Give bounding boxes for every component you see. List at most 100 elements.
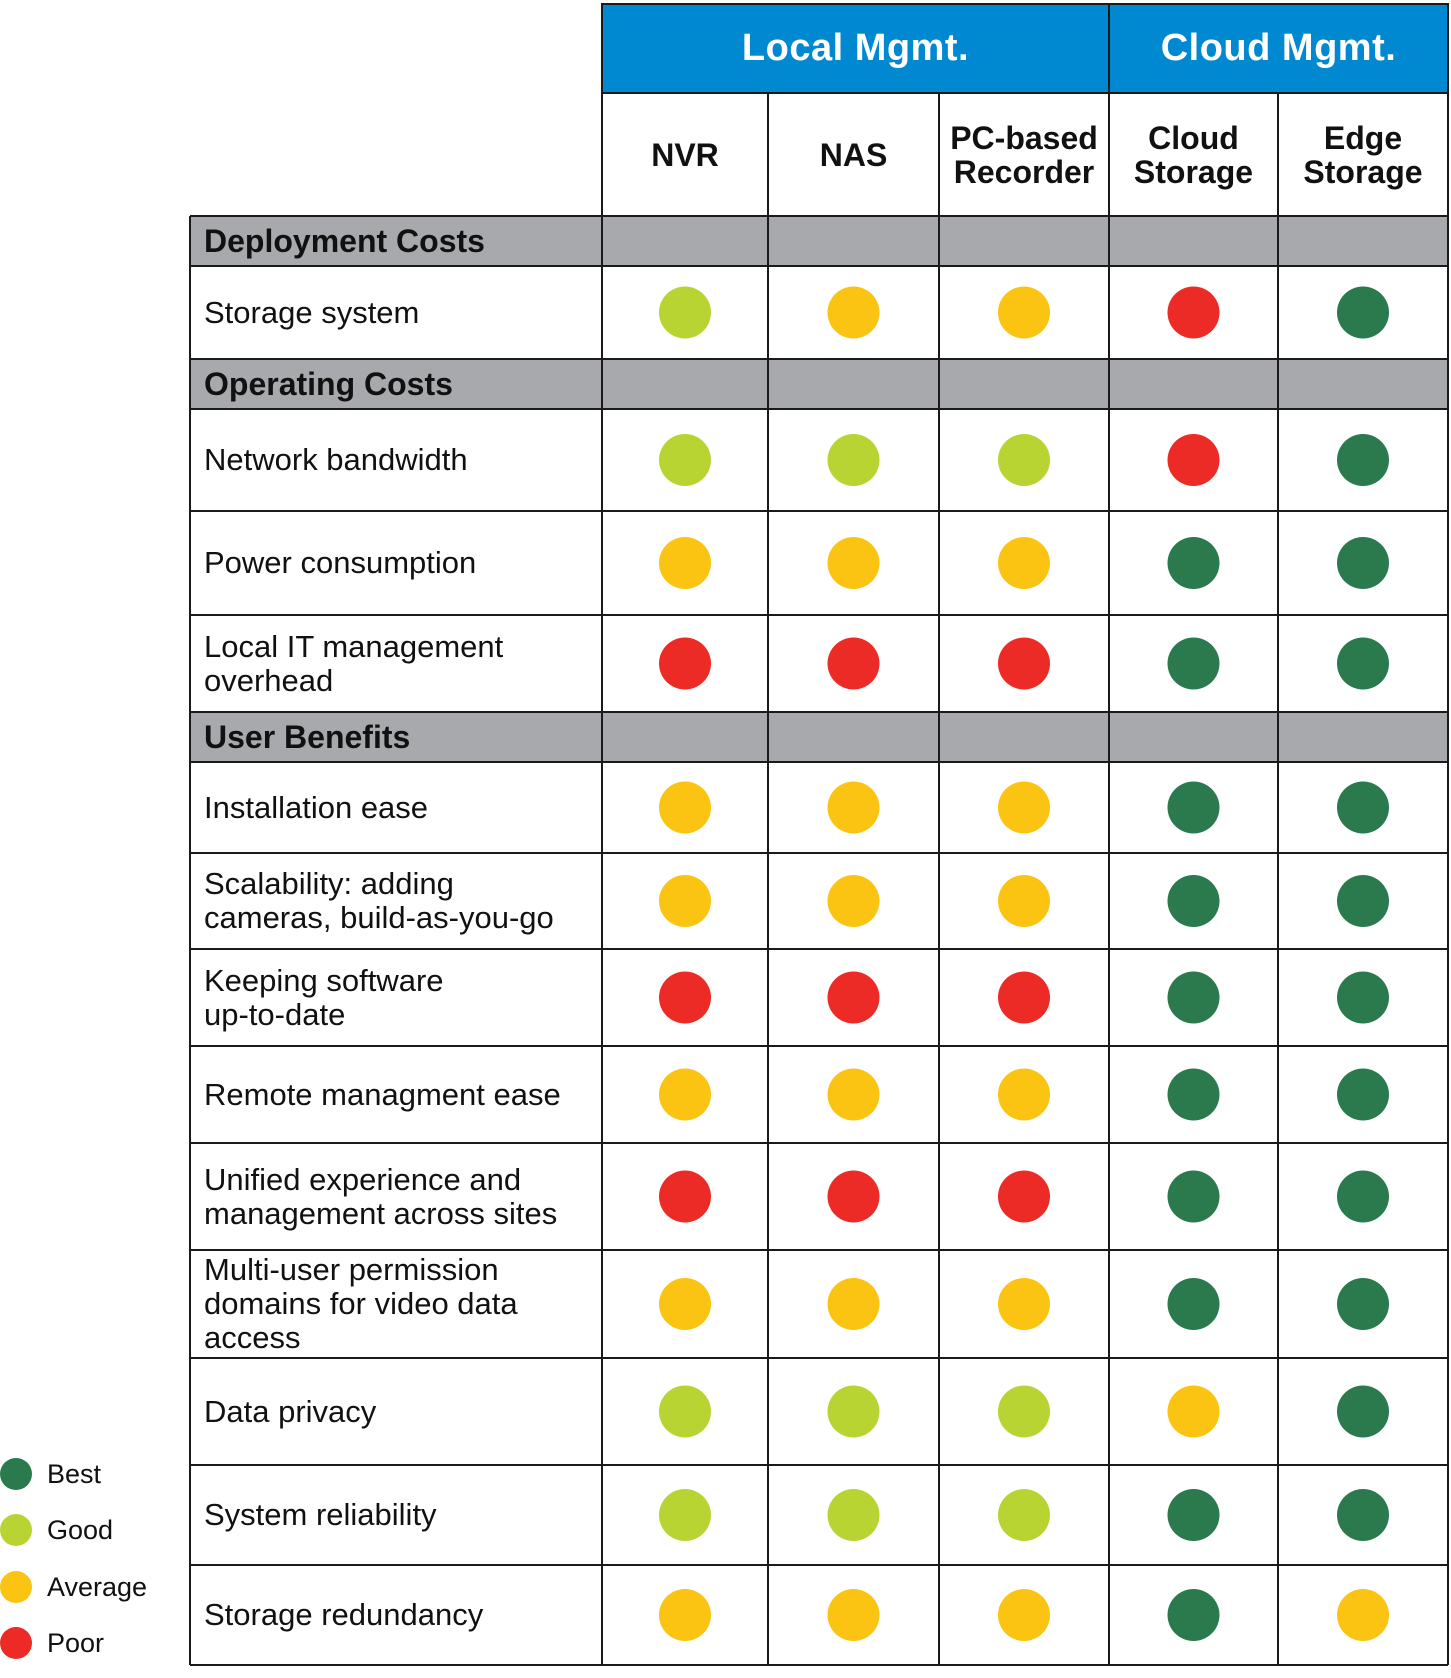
rating-dot-best [1337, 637, 1389, 690]
legend-label: Poor [47, 1627, 105, 1658]
legend-dot [0, 1514, 32, 1546]
rating-dot-good [659, 1385, 711, 1438]
rating-dot-best [1337, 537, 1389, 589]
row-label: Network bandwidth [204, 442, 468, 477]
row-label: Storage redundancy [204, 1597, 484, 1632]
rating-dot-poor [998, 637, 1050, 690]
row-label: Data privacy [204, 1393, 377, 1429]
rating-dot-best [1167, 781, 1220, 834]
section-band [190, 359, 1448, 409]
group-header: Cloud Mgmt. [1108, 3, 1449, 94]
rating-dot-average [659, 537, 711, 589]
rating-dot-average [998, 875, 1050, 927]
column-header: NAS [819, 136, 888, 173]
rating-dot-good [827, 1385, 880, 1438]
rating-dot-good [827, 434, 880, 486]
legend-item: Best [0, 1454, 101, 1494]
section-label: Deployment Costs [204, 222, 485, 259]
rating-dot-best [1167, 971, 1220, 1024]
rating-dot-best [1337, 1489, 1389, 1541]
row-label: Remote managment ease [204, 1076, 561, 1112]
legend-item: Average [0, 1567, 147, 1607]
rating-dot-best [1167, 1068, 1220, 1121]
column-header: Cloud Storage [1133, 119, 1254, 190]
row-label: Storage system [204, 294, 420, 330]
rating-dot-average [659, 1278, 711, 1330]
rating-dot-average [998, 781, 1050, 834]
rating-dot-average [998, 1589, 1050, 1641]
rating-dot-best [1167, 1589, 1220, 1641]
legend-dot [0, 1458, 32, 1490]
rating-dot-best [1337, 434, 1389, 486]
rating-dot-best [1167, 537, 1220, 589]
legend-label: Good [47, 1514, 114, 1545]
column-header: Edge Storage [1303, 119, 1423, 190]
column-header: PC-based Recorder [950, 119, 1098, 190]
rating-dot-best [1167, 1278, 1220, 1330]
rating-dot-average [659, 1589, 711, 1641]
rating-dot-good [659, 1489, 711, 1541]
rating-dot-average [827, 537, 880, 589]
row-label: Keeping software up-to-date [204, 962, 444, 1032]
rating-dot-good [998, 1385, 1050, 1438]
rating-dot-average [827, 781, 880, 834]
legend-item: Good [0, 1510, 113, 1550]
rating-dot-average [998, 1068, 1050, 1121]
rating-dot-poor [827, 971, 880, 1024]
rating-dot-good [998, 1489, 1050, 1541]
rating-dot-poor [827, 637, 880, 690]
row-label: Local IT management overhead [204, 628, 504, 698]
rating-dot-best [1167, 637, 1220, 690]
row-label: Unified experience and management across… [204, 1161, 558, 1231]
rating-dot-average [659, 875, 711, 927]
rating-dot-average [827, 1068, 880, 1121]
rating-dot-best [1167, 1489, 1220, 1541]
rating-dot-good [998, 434, 1050, 486]
section-label: User Benefits [204, 718, 411, 755]
rating-dot-best [1337, 1385, 1389, 1438]
rating-dot-good [659, 434, 711, 486]
rating-dot-average [827, 1589, 880, 1641]
rating-dot-poor [827, 1170, 880, 1223]
rating-dot-best [1337, 286, 1389, 339]
rating-dot-best [1167, 1170, 1220, 1223]
legend-dot [0, 1571, 32, 1603]
section-label: Operating Costs [204, 365, 453, 402]
rating-dot-best [1337, 781, 1389, 834]
row-label: Multi-user permission domains for video … [204, 1252, 518, 1355]
legend-dot [0, 1627, 32, 1659]
rating-dot-best [1167, 875, 1220, 927]
rating-dot-average [998, 537, 1050, 589]
rating-dot-best [1337, 1068, 1389, 1121]
rating-dot-poor [998, 971, 1050, 1024]
rating-dot-poor [998, 1170, 1050, 1223]
rating-dot-poor [1167, 434, 1220, 486]
rating-dot-best [1337, 1278, 1389, 1330]
rating-dot-poor [659, 637, 711, 690]
rating-dot-poor [659, 971, 711, 1024]
rating-dot-poor [1167, 286, 1220, 339]
rating-dot-average [659, 1068, 711, 1121]
legend-item: Poor [0, 1623, 104, 1663]
rating-dot-good [659, 286, 711, 339]
rating-dot-best [1337, 971, 1389, 1024]
column-header: NVR [651, 136, 719, 173]
row-label: Power consumption [204, 545, 477, 580]
rating-dot-good [827, 1489, 880, 1541]
rating-dot-average [1167, 1385, 1220, 1438]
rating-dot-poor [659, 1170, 711, 1223]
rating-dot-best [1337, 875, 1389, 927]
section-band [190, 712, 1448, 762]
rating-dot-average [827, 875, 880, 927]
section-band [190, 216, 1448, 266]
legend-label: Average [47, 1571, 148, 1602]
row-label: Scalability: adding cameras, build-as-yo… [204, 866, 554, 935]
group-header: Local Mgmt. [601, 3, 1110, 94]
rating-dot-average [1337, 1589, 1389, 1641]
rating-dot-best [1337, 1170, 1389, 1223]
rating-dot-average [827, 1278, 880, 1330]
legend-label: Best [47, 1458, 102, 1489]
rating-dot-average [659, 781, 711, 834]
